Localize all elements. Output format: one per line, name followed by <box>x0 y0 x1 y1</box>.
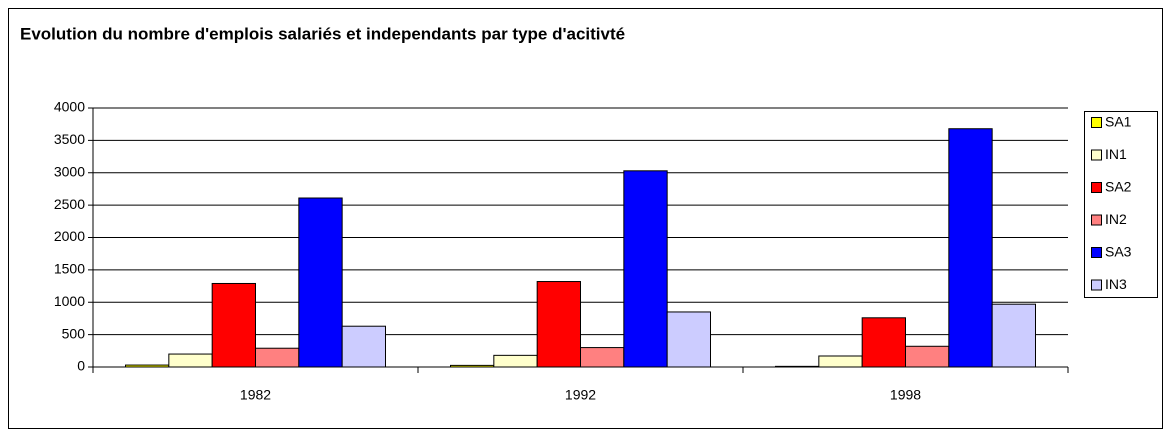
y-tick-label: 1000 <box>54 293 85 309</box>
x-tick-label: 1992 <box>565 387 596 403</box>
bar <box>991 303 1037 368</box>
x-tick-label: 1998 <box>890 387 921 403</box>
y-tick-label: 500 <box>62 325 86 341</box>
legend-box <box>1084 111 1158 298</box>
bar <box>255 347 300 368</box>
legend-swatch <box>1091 149 1102 161</box>
y-tick-label: 3000 <box>54 163 85 179</box>
legend-swatch <box>1091 214 1102 226</box>
y-tick-label: 0 <box>77 358 85 374</box>
bar <box>211 282 257 368</box>
legend-label: IN2 <box>1105 211 1127 227</box>
y-tick-label: 2000 <box>54 228 85 244</box>
bar <box>623 170 668 368</box>
bar <box>905 345 950 368</box>
bar <box>493 354 538 368</box>
bar <box>666 311 712 368</box>
legend-swatch <box>1091 182 1102 193</box>
bar <box>580 347 625 368</box>
legend-swatch <box>1091 279 1102 291</box>
legend-label: SA2 <box>1105 179 1132 195</box>
bar <box>536 281 582 368</box>
bar <box>298 197 343 368</box>
legend-label: IN1 <box>1105 146 1127 162</box>
x-tick-label: 1982 <box>240 387 271 403</box>
y-tick-label: 2500 <box>54 196 85 212</box>
bar <box>948 128 993 368</box>
y-tick-label: 1500 <box>54 261 85 277</box>
legend-label: IN3 <box>1105 276 1127 292</box>
legend-swatch <box>1091 247 1102 258</box>
legend-swatch <box>1091 117 1102 128</box>
chart-title: Evolution du nombre d'emplois salariés e… <box>20 24 625 43</box>
legend-label: SA3 <box>1105 244 1132 260</box>
bar <box>341 325 386 368</box>
y-tick-label: 4000 <box>54 99 85 115</box>
y-tick-label: 3500 <box>54 131 85 147</box>
bar <box>818 355 863 368</box>
legend-label: SA1 <box>1105 114 1132 130</box>
bar <box>861 317 907 368</box>
bar <box>168 353 213 368</box>
